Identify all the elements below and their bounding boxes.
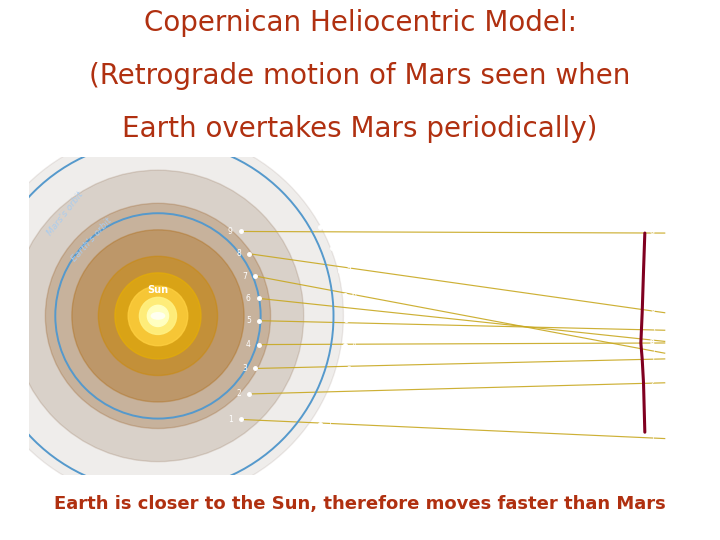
Ellipse shape — [0, 131, 343, 501]
Text: 4: 4 — [351, 341, 356, 350]
Text: 9: 9 — [228, 227, 233, 236]
Ellipse shape — [72, 230, 244, 402]
Ellipse shape — [140, 298, 176, 334]
Text: 2: 2 — [650, 379, 654, 387]
Text: 5: 5 — [353, 315, 358, 324]
Text: 8: 8 — [339, 244, 343, 253]
Ellipse shape — [99, 256, 217, 375]
Text: 1: 1 — [650, 434, 654, 443]
Text: 7: 7 — [650, 349, 654, 357]
Text: 3: 3 — [347, 366, 351, 375]
Text: 8: 8 — [237, 249, 241, 258]
Ellipse shape — [45, 203, 271, 429]
Text: 9: 9 — [327, 223, 332, 232]
Text: 5: 5 — [650, 326, 654, 335]
Text: 6: 6 — [246, 294, 251, 303]
Text: 2: 2 — [237, 389, 241, 399]
Ellipse shape — [115, 273, 201, 359]
Text: 8: 8 — [650, 308, 654, 317]
Text: 7: 7 — [347, 267, 351, 276]
Text: Earth is closer to the Sun, therefore moves faster than Mars: Earth is closer to the Sun, therefore mo… — [54, 495, 666, 514]
Ellipse shape — [12, 170, 304, 462]
Text: Earth's orbit: Earth's orbit — [70, 216, 114, 263]
Text: Earth overtakes Mars periodically): Earth overtakes Mars periodically) — [122, 114, 598, 143]
Text: 4: 4 — [246, 340, 251, 349]
Text: 3: 3 — [243, 364, 248, 373]
Text: Mars's orbit: Mars's orbit — [45, 190, 85, 238]
Ellipse shape — [148, 305, 168, 327]
Text: 6: 6 — [650, 337, 654, 346]
Text: Sun: Sun — [148, 286, 168, 295]
Text: Copernican Heliocentric Model:: Copernican Heliocentric Model: — [143, 9, 577, 37]
Text: 1: 1 — [327, 420, 332, 429]
Text: 2: 2 — [339, 393, 343, 402]
Text: 9: 9 — [650, 228, 654, 238]
Text: 7: 7 — [243, 272, 248, 281]
Text: 5: 5 — [246, 316, 251, 325]
Text: 1: 1 — [228, 415, 233, 424]
Text: (Retrograde motion of Mars seen when: (Retrograde motion of Mars seen when — [89, 62, 631, 90]
Text: 6: 6 — [351, 291, 356, 300]
Text: 4: 4 — [650, 339, 654, 347]
Circle shape — [151, 313, 165, 319]
Text: 3: 3 — [650, 354, 654, 363]
Ellipse shape — [128, 286, 188, 346]
